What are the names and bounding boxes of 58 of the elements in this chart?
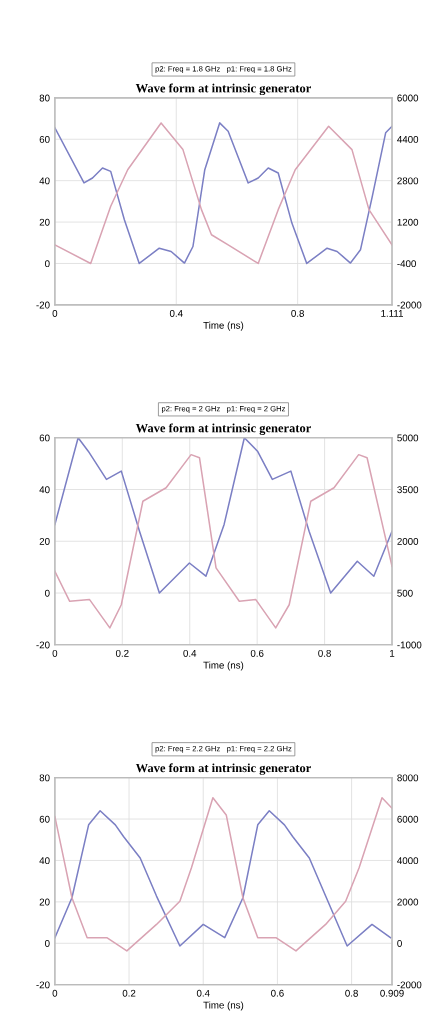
y2-tick-label: 0 [397, 940, 402, 947]
x-tick-label: 0.8 [345, 989, 358, 997]
chart-title: Wave form at intrinsic generator [135, 83, 312, 96]
y-tick-label: 80 [39, 774, 50, 782]
x-tick-label: 0 [52, 310, 58, 317]
y2-tick-label: 3500 [397, 486, 419, 494]
y-tick-label: 80 [39, 94, 50, 102]
y2-tick-label: 2000 [397, 898, 419, 906]
y2-tick-label: 5000 [397, 434, 419, 442]
x-tick-label: 0.4 [183, 649, 197, 657]
x-axis-title: Time (ns) [203, 321, 244, 331]
x-tick-label: 0.6 [250, 649, 264, 657]
x-tick-label: 0 [52, 989, 58, 997]
x-tick-label: 0.8 [291, 310, 304, 317]
y-tick-label: 60 [39, 135, 50, 143]
y2-tick-label: 6000 [397, 94, 419, 102]
y-tick-label: 20 [39, 218, 50, 226]
y2-tick-label: -400 [397, 260, 416, 268]
y-tick-label: 20 [39, 898, 50, 906]
x-tick-label: 0.8 [318, 649, 331, 657]
y2-tick-label: -2000 [397, 301, 422, 309]
line-series [54, 122, 393, 265]
y-tick-label: 40 [39, 486, 50, 494]
x-axis-title: Time (ns) [203, 1001, 244, 1011]
y-tick-label: -20 [36, 641, 50, 649]
y2-tick-label: 1200 [397, 218, 419, 226]
x-tick-label: 0.4 [196, 989, 210, 997]
y-tick-label: 40 [39, 177, 50, 185]
y2-tick-label: 8000 [397, 774, 419, 782]
y-tick-label: 0 [44, 589, 50, 597]
y2-tick-label: 4400 [397, 135, 419, 143]
y-tick-label: 20 [39, 538, 50, 545]
x-axis-title: Time (ns) [203, 661, 244, 671]
y2-tick-label: 2000 [397, 538, 419, 545]
y2-tick-label: -2000 [397, 981, 422, 989]
x-tick-label: 0 [52, 649, 58, 657]
x-tick-label: 0.2 [115, 649, 129, 657]
y-tick-label: 0 [44, 260, 50, 268]
y2-tick-label: 2800 [397, 177, 419, 185]
y2-tick-label: 500 [397, 589, 413, 597]
y-tick-label: 0 [44, 940, 50, 947]
y-tick-label: -20 [36, 981, 50, 989]
y2-tick-label: 4000 [397, 857, 419, 865]
x-tick-label: 0.4 [169, 310, 183, 317]
x-tick-label: 1.111 [381, 310, 403, 317]
y-tick-label: 60 [39, 815, 50, 823]
y2-tick-label: -1000 [397, 641, 422, 649]
x-tick-label: 0.2 [122, 989, 136, 997]
x-tick-label: 0.6 [271, 989, 284, 997]
x-tick-label: 1 [390, 650, 395, 657]
line-series [54, 453, 393, 629]
chart-title: Wave form at intrinsic generator [135, 763, 312, 775]
y2-tick-label: 6000 [397, 815, 419, 823]
y-tick-label: 40 [39, 857, 50, 865]
x-tick-label: 0.909 [380, 989, 404, 997]
y-tick-label: 60 [39, 434, 50, 442]
chart-title: Wave form at intrinsic generator [135, 423, 312, 435]
y-tick-label: -20 [36, 301, 50, 309]
